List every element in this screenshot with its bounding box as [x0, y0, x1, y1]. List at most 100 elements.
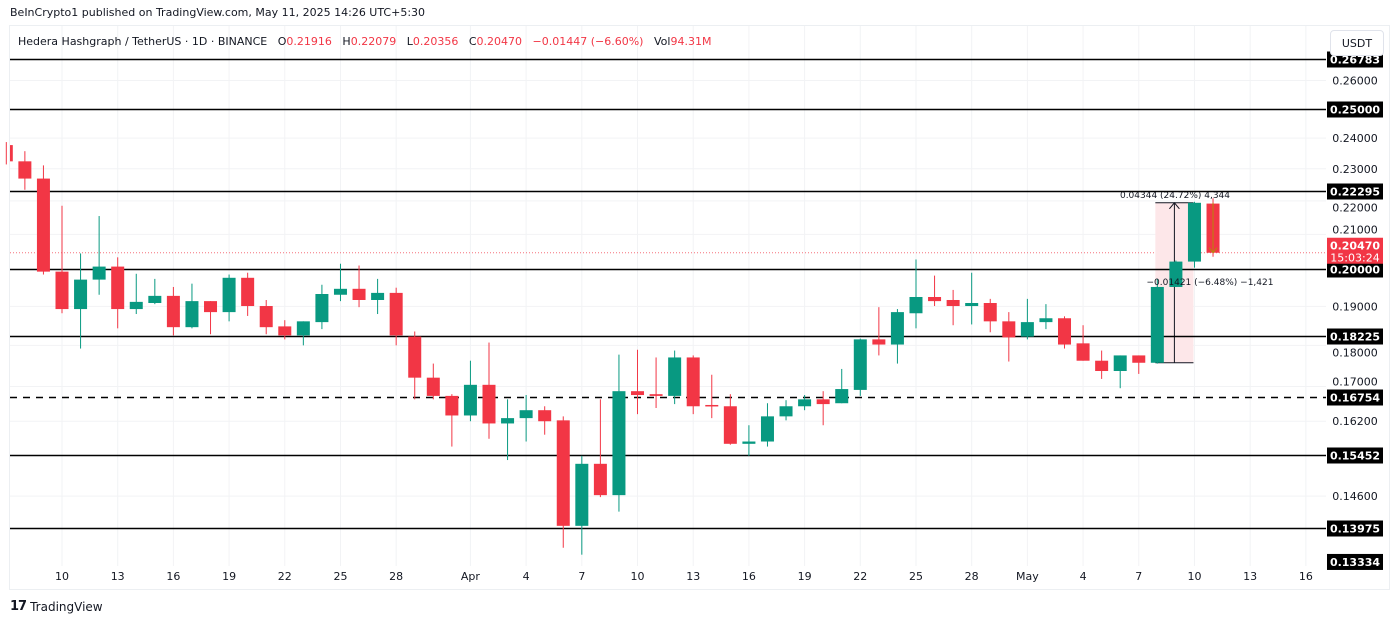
- candle[interactable]: [185, 283, 199, 329]
- candle[interactable]: [352, 265, 366, 308]
- y-tick-label: 0.24000: [1332, 132, 1378, 145]
- candle[interactable]: [92, 216, 106, 295]
- candle[interactable]: [538, 406, 552, 435]
- candle[interactable]: [1132, 355, 1146, 374]
- candle[interactable]: [983, 298, 997, 333]
- candle[interactable]: [593, 399, 607, 498]
- candle[interactable]: [371, 278, 385, 315]
- candle[interactable]: [631, 349, 645, 415]
- candle[interactable]: [408, 331, 422, 400]
- candle[interactable]: [1150, 278, 1164, 364]
- current-price-label: 0.20470: [1330, 240, 1380, 253]
- candle[interactable]: [482, 342, 496, 439]
- level-price-tag: [1327, 328, 1383, 345]
- candle[interactable]: [723, 394, 737, 445]
- candle[interactable]: [1169, 260, 1183, 287]
- candle[interactable]: [166, 286, 180, 336]
- candle[interactable]: [389, 287, 403, 346]
- candle[interactable]: [18, 151, 32, 190]
- candle[interactable]: [1039, 304, 1053, 330]
- candle[interactable]: [5, 142, 13, 165]
- candle[interactable]: [1002, 312, 1016, 362]
- close-label: C: [468, 35, 477, 48]
- candle-body: [501, 418, 515, 424]
- level-price-label: 0.20000: [1330, 264, 1380, 277]
- candle[interactable]: [816, 391, 830, 426]
- candle[interactable]: [760, 403, 774, 447]
- arrow-down-icon: [1208, 247, 1218, 254]
- candle[interactable]: [965, 272, 979, 325]
- candle[interactable]: [241, 272, 255, 316]
- candle[interactable]: [204, 301, 218, 335]
- candle[interactable]: [501, 399, 515, 461]
- candle[interactable]: [333, 263, 347, 302]
- candle[interactable]: [445, 394, 459, 447]
- tradingview-footer[interactable]: 17 TradingView: [10, 599, 103, 614]
- candle[interactable]: [148, 278, 162, 305]
- candle[interactable]: [686, 355, 700, 415]
- level-price-tag: [1327, 261, 1383, 278]
- candle-body: [798, 399, 812, 407]
- candle[interactable]: [111, 257, 125, 329]
- x-tick-label: 13: [1243, 570, 1257, 583]
- level-price-label: 0.25000: [1330, 104, 1380, 117]
- candle[interactable]: [1113, 355, 1127, 389]
- candle[interactable]: [36, 165, 50, 275]
- candle[interactable]: [798, 395, 812, 411]
- candle-body: [593, 463, 607, 496]
- candle[interactable]: [426, 363, 440, 400]
- candle[interactable]: [55, 205, 69, 314]
- candle-body: [760, 416, 774, 442]
- candle-body: [1113, 355, 1127, 372]
- candle[interactable]: [1187, 201, 1201, 268]
- candle[interactable]: [705, 374, 719, 419]
- open-value: 0.21916: [286, 35, 332, 48]
- candle[interactable]: [519, 395, 533, 442]
- candle[interactable]: [649, 357, 663, 409]
- currency-button[interactable]: USDT: [1330, 30, 1384, 56]
- low-price-tag: [1327, 553, 1383, 570]
- candle[interactable]: [1095, 350, 1109, 379]
- candle[interactable]: [928, 275, 942, 307]
- candle[interactable]: [779, 400, 793, 421]
- candle[interactable]: [315, 284, 329, 330]
- candle-body: [779, 406, 793, 417]
- candle[interactable]: [296, 321, 310, 346]
- candle[interactable]: [463, 360, 477, 422]
- candle[interactable]: [575, 455, 589, 555]
- candle[interactable]: [1076, 325, 1090, 361]
- price-axis: 0.26000 0.24000 0.23000 0.22000 0.21000 0.190…: [1327, 51, 1383, 570]
- level-price-label: 0.13975: [1330, 523, 1380, 536]
- candle[interactable]: [946, 289, 960, 326]
- candle-body: [389, 292, 403, 336]
- candle-body: [111, 266, 125, 310]
- candle[interactable]: [259, 299, 273, 335]
- vol-label: Vol: [653, 35, 671, 48]
- y-tick-label: 0.22000: [1332, 202, 1378, 215]
- candle-body: [556, 420, 570, 526]
- candle[interactable]: [1058, 316, 1072, 349]
- candle[interactable]: [668, 350, 682, 405]
- candle[interactable]: [278, 320, 292, 340]
- candle[interactable]: [129, 273, 143, 315]
- candle[interactable]: [853, 338, 867, 396]
- candle-body: [890, 312, 904, 345]
- candle-body: [204, 301, 218, 313]
- candle[interactable]: [556, 416, 570, 548]
- x-tick-label: 10: [631, 570, 645, 583]
- candle[interactable]: [1020, 298, 1034, 340]
- candle[interactable]: [909, 259, 923, 329]
- candle[interactable]: [835, 368, 849, 404]
- level-price-tag: [1327, 183, 1383, 200]
- candle[interactable]: [742, 425, 756, 456]
- candle-body: [482, 384, 496, 424]
- level-price-tag: [1327, 389, 1383, 406]
- candle[interactable]: [74, 253, 88, 349]
- high-value: 0.22079: [350, 35, 397, 48]
- candle[interactable]: [872, 307, 886, 356]
- candle[interactable]: [222, 274, 236, 322]
- x-tick-label: 7: [1135, 570, 1142, 583]
- candle[interactable]: [612, 354, 626, 512]
- candle[interactable]: [890, 309, 904, 364]
